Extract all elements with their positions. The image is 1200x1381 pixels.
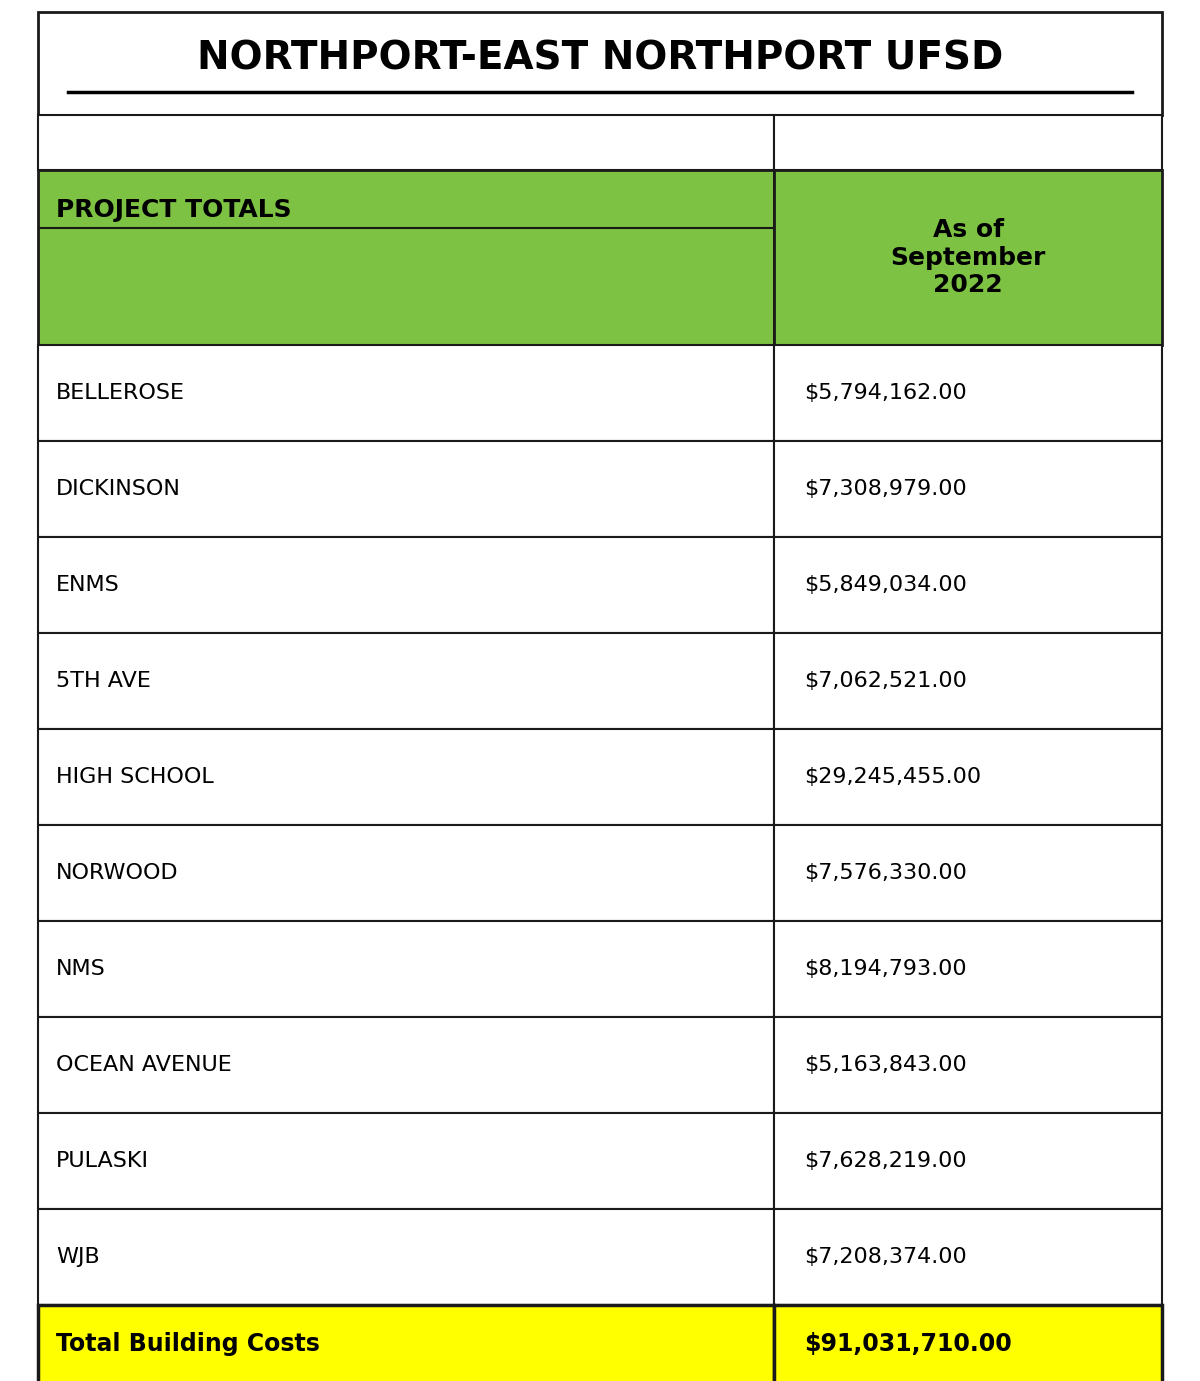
Text: $7,576,330.00: $7,576,330.00 — [804, 863, 967, 882]
Bar — [38, 632, 774, 729]
Text: BELLEROSE: BELLEROSE — [56, 383, 185, 403]
Text: $7,062,521.00: $7,062,521.00 — [804, 671, 967, 690]
Text: NORWOOD: NORWOOD — [56, 863, 179, 882]
Text: HIGH SCHOOL: HIGH SCHOOL — [56, 766, 214, 787]
Bar — [774, 1113, 1162, 1208]
Text: NMS: NMS — [56, 958, 106, 979]
Bar — [38, 1305, 774, 1381]
Bar — [774, 441, 1162, 537]
Text: PROJECT TOTALS: PROJECT TOTALS — [56, 197, 292, 222]
Bar — [38, 921, 774, 1016]
Bar — [38, 441, 774, 537]
Bar — [774, 537, 1162, 632]
Bar — [38, 170, 774, 345]
Bar — [774, 345, 1162, 441]
Bar — [774, 1016, 1162, 1113]
Bar — [38, 537, 774, 632]
Text: $5,163,843.00: $5,163,843.00 — [804, 1055, 967, 1074]
Text: $91,031,710.00: $91,031,710.00 — [804, 1333, 1012, 1356]
Text: ENMS: ENMS — [56, 574, 120, 595]
Bar — [38, 729, 774, 824]
Text: $7,308,979.00: $7,308,979.00 — [804, 479, 967, 499]
Bar — [38, 345, 774, 441]
Text: $5,849,034.00: $5,849,034.00 — [804, 574, 967, 595]
Bar — [38, 1113, 774, 1208]
Text: $8,194,793.00: $8,194,793.00 — [804, 958, 967, 979]
Bar — [774, 729, 1162, 824]
Text: $29,245,455.00: $29,245,455.00 — [804, 766, 982, 787]
Text: $5,794,162.00: $5,794,162.00 — [804, 383, 967, 403]
Bar — [38, 12, 1162, 115]
Text: NORTHPORT-EAST NORTHPORT UFSD: NORTHPORT-EAST NORTHPORT UFSD — [197, 40, 1003, 77]
Bar — [38, 115, 774, 170]
Bar — [774, 921, 1162, 1016]
Text: Total Building Costs: Total Building Costs — [56, 1333, 320, 1356]
Bar — [774, 1305, 1162, 1381]
Text: $7,208,374.00: $7,208,374.00 — [804, 1247, 967, 1266]
Text: OCEAN AVENUE: OCEAN AVENUE — [56, 1055, 232, 1074]
Text: WJB: WJB — [56, 1247, 100, 1266]
Bar — [774, 824, 1162, 921]
Bar — [774, 170, 1162, 345]
Text: $7,628,219.00: $7,628,219.00 — [804, 1150, 967, 1171]
Text: PULASKI: PULASKI — [56, 1150, 149, 1171]
Bar — [774, 1208, 1162, 1305]
Bar — [38, 1208, 774, 1305]
Text: DICKINSON: DICKINSON — [56, 479, 181, 499]
Text: As of
September
2022: As of September 2022 — [890, 218, 1045, 297]
Text: 5TH AVE: 5TH AVE — [56, 671, 151, 690]
Bar — [774, 632, 1162, 729]
Bar — [38, 1016, 774, 1113]
Bar — [774, 115, 1162, 170]
Bar — [38, 824, 774, 921]
